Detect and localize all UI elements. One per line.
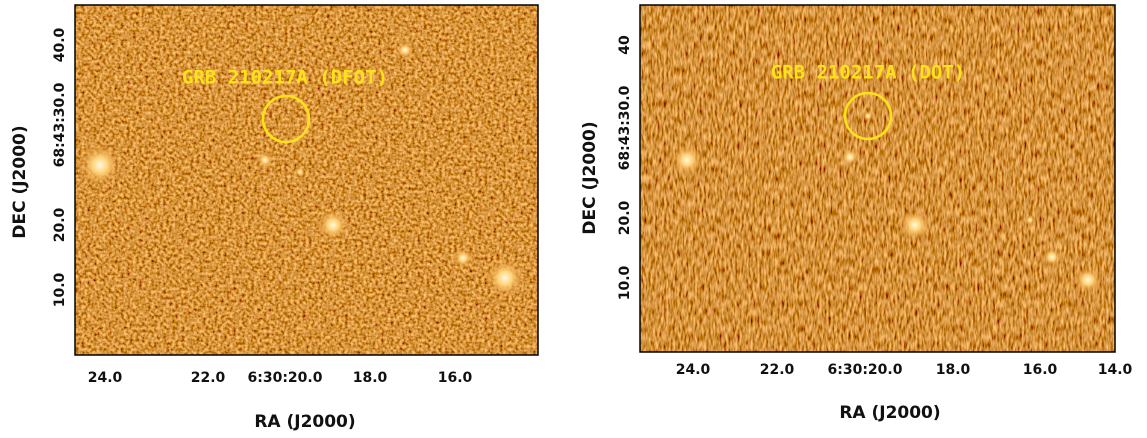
panel: GRB 210217A (DOT) 24.0 22.0 6:30:20.0 18.0 16… [580, 4, 1133, 423]
x-tick-label: 16.0 [438, 370, 473, 386]
x-tick-label: 18.0 [353, 370, 388, 386]
source [295, 167, 305, 177]
source [899, 209, 931, 241]
x-tick-label: 16.0 [1023, 362, 1058, 378]
source [671, 144, 703, 176]
x-tick-label: 24.0 [88, 370, 123, 386]
x-tick-label: 6:30:20.0 [248, 370, 323, 386]
x-tick-label: 22.0 [191, 370, 226, 386]
source [1042, 247, 1062, 267]
frame [74, 4, 539, 356]
x-tick-label: 22.0 [760, 362, 795, 378]
y-tick-label: 40 [617, 35, 633, 55]
y-tick-label: 10.0 [52, 272, 68, 307]
y-tick-label: 68:43:30.0 [52, 82, 68, 167]
y-axis-label: DEC (J2000) [10, 125, 30, 238]
source [257, 152, 273, 168]
y-tick-label: 40.0 [52, 27, 68, 62]
source [841, 148, 859, 166]
source [396, 41, 414, 59]
annotation: GRB 210217A (DFOT) [182, 67, 388, 89]
source [453, 248, 473, 268]
y-tick-label: 20.0 [52, 207, 68, 242]
x-axis-label: RA (J2000) [839, 403, 940, 423]
y-tick-label: 20.0 [617, 200, 633, 235]
y-axis-label: DEC (J2000) [580, 121, 600, 234]
grb-marker [261, 94, 311, 144]
x-tick-label: 24.0 [676, 362, 711, 378]
x-tick-label: 18.0 [936, 362, 971, 378]
source [1025, 215, 1035, 225]
y-tick-label: 10.0 [617, 265, 633, 300]
x-tick-label: 14.0 [1098, 362, 1133, 378]
image [75, 5, 538, 355]
grb-marker [843, 91, 893, 141]
source [317, 209, 349, 241]
annotation: GRB 210217A (DOT) [771, 62, 965, 84]
frame [639, 4, 1116, 353]
x-axis-label: RA (J2000) [254, 412, 355, 432]
source [863, 111, 873, 121]
source [78, 143, 122, 187]
y-tick-label: 68:43:30.0 [617, 85, 633, 170]
source [485, 258, 525, 298]
x-tick-label: 6:30:20.0 [828, 362, 903, 378]
image [640, 5, 1115, 352]
panel: GRB 210217A (DFOT) 24.0 22.0 6:30:20.0 18.0 1… [10, 4, 539, 432]
source [1074, 266, 1102, 294]
